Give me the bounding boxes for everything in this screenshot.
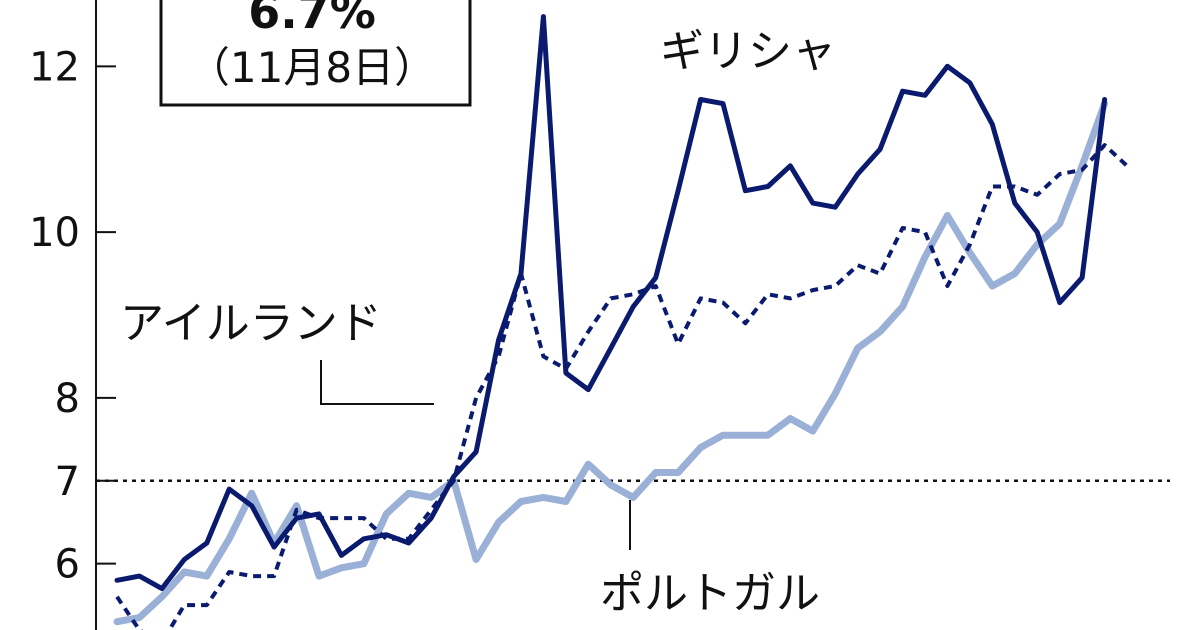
- y-tick-label: 7: [55, 459, 80, 505]
- callout-value: 6.7%: [248, 0, 376, 39]
- y-axis: 6 7 8 10 12: [29, 0, 116, 630]
- series-line-ireland: [115, 143, 1129, 630]
- callout-frame: [159, 0, 472, 107]
- label-ireland: アイルランド: [120, 298, 382, 349]
- series-lines: [113, 14, 1129, 630]
- y-tick-label: 10: [29, 210, 80, 256]
- series-line-portugal: [113, 100, 1109, 626]
- label-greece-group: ギリシャ: [660, 26, 836, 77]
- series-line-greece: [114, 14, 1108, 592]
- label-greece: ギリシャ: [660, 26, 836, 77]
- y-tick-label: 8: [55, 376, 80, 422]
- y-tick-label: 12: [29, 44, 80, 90]
- leader-line-ireland: [320, 360, 434, 405]
- label-portugal: ポルトガル: [600, 568, 820, 619]
- callout-box: 6.7% （11月8日）: [159, 0, 472, 107]
- callout-date: （11月8日）: [188, 43, 436, 92]
- y-tick-label: 6: [55, 542, 80, 588]
- label-portugal-group: ポルトガル: [600, 500, 820, 619]
- label-ireland-group: アイルランド: [120, 298, 434, 405]
